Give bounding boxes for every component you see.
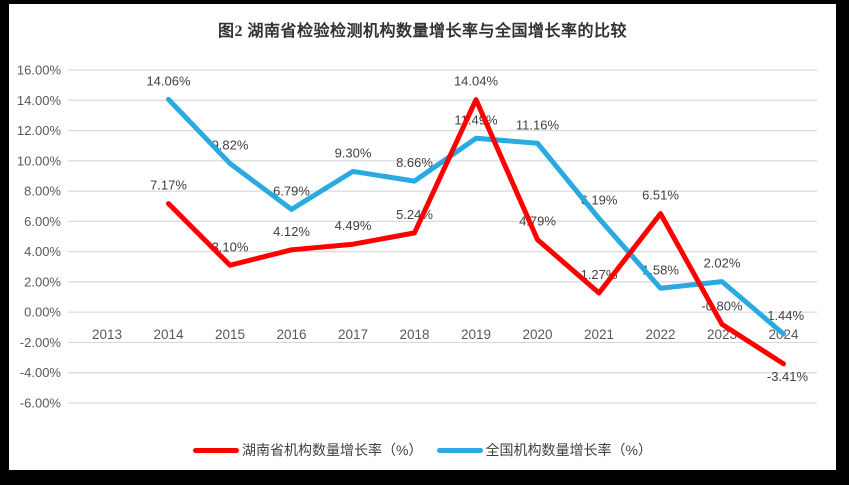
legend-item-national: 全国机构数量增长率（%） [436, 440, 652, 460]
data-label-national: 8.66% [396, 155, 433, 170]
data-label-hunan: 14.04% [454, 74, 499, 89]
x-axis-tick-label: 2013 [92, 327, 122, 342]
x-axis-tick-label: 2022 [645, 327, 675, 342]
y-axis-tick-label: 0.00% [24, 305, 61, 320]
y-axis-tick-label: 2.00% [24, 274, 61, 289]
y-axis-tick-label: 8.00% [24, 184, 61, 199]
x-axis-tick-label: 2016 [276, 327, 306, 342]
x-axis-tick-label: 2014 [153, 327, 184, 342]
chart-title: 图2 湖南省检验检测机构数量增长率与全国增长率的比较 [217, 23, 627, 40]
y-axis-tick-label: 6.00% [24, 214, 61, 229]
data-label-national: 14.06% [146, 73, 191, 88]
legend-item-hunan: 湖南省机构数量增长率（%） [193, 440, 423, 460]
data-label-national: 9.30% [335, 145, 372, 160]
y-axis-tick-label: 10.00% [17, 153, 62, 168]
series-line-hunan [166, 97, 786, 367]
data-label-national: 6.79% [273, 183, 310, 198]
data-label-national: -1.44% [763, 308, 805, 323]
data-label-national: 11.49% [454, 112, 498, 127]
data-label-hunan: 3.10% [212, 239, 249, 254]
chart-legend: 湖南省机构数量增长率（%） 全国机构数量增长率（%） [9, 440, 836, 460]
line-chart-plot-area: 16.00% 14.00% 12.00% 10.00% 8.00% 6.00% 4.00% 2… [17, 63, 817, 411]
x-axis-tick-label: 2018 [399, 327, 429, 342]
x-axis-tick-label: 2015 [215, 327, 245, 342]
x-axis-tick-label: 2021 [584, 327, 614, 342]
series-line-national [166, 96, 786, 337]
legend-line-red [193, 447, 240, 453]
data-label-hunan: 6.51% [642, 188, 679, 203]
y-axis-tick-label: 4.00% [24, 244, 61, 259]
chart-canvas: 图2 湖南省检验检测机构数量增长率与全国增长率的比较 16.00% 14.00% 1… [9, 4, 836, 470]
data-label-hunan: 4.49% [335, 218, 372, 233]
data-label-hunan: 4.12% [273, 224, 310, 239]
legend-line-blue [436, 447, 483, 453]
x-axis-tick-label: 2020 [522, 327, 552, 342]
x-axis-tick-label: 2017 [338, 327, 368, 342]
y-axis-tick-label: -4.00% [20, 365, 62, 380]
data-label-national: 11.16% [516, 117, 560, 132]
legend-label-hunan: 湖南省机构数量增长率（%） [242, 442, 423, 458]
legend-label-national: 全国机构数量增长率（%） [485, 442, 652, 458]
data-label-hunan: -3.41% [767, 369, 809, 384]
y-axis-tick-label: 16.00% [17, 63, 62, 78]
y-axis-tick-label: -6.00% [20, 396, 62, 411]
x-axis-tick-label: 2019 [461, 327, 491, 342]
y-axis-tick-label: -2.00% [20, 335, 62, 350]
data-label-hunan: 7.17% [150, 178, 187, 193]
data-label-national: 2.02% [704, 256, 741, 271]
data-label-national: 9.82% [212, 138, 249, 153]
y-axis-tick-label: 14.00% [17, 93, 62, 108]
data-label-national: 1.58% [642, 262, 679, 277]
y-axis-tick-label: 12.00% [17, 123, 62, 138]
